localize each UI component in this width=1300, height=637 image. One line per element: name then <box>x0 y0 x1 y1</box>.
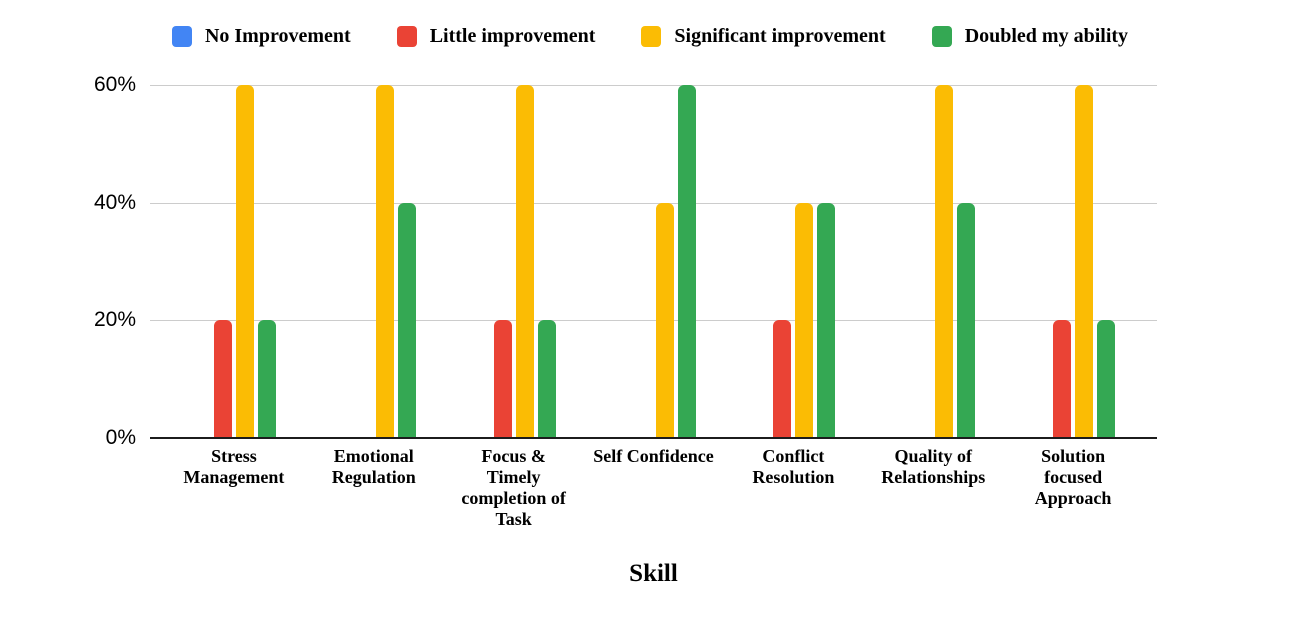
legend: No Improvement Little improvement Signific… <box>0 25 1300 48</box>
legend-label: Doubled my ability <box>964 25 1129 47</box>
gridline <box>150 85 1157 86</box>
bar-group <box>444 85 584 438</box>
category-label: Self Confidence <box>593 446 714 466</box>
category-label: Focus & Timely completion of Task <box>461 446 566 529</box>
bar <box>375 85 394 438</box>
bar-group <box>863 85 1003 438</box>
legend-swatch <box>396 26 417 47</box>
category-label: Solution focused Approach <box>1034 446 1112 508</box>
bar-groups <box>150 85 1157 438</box>
bar-group <box>584 85 724 438</box>
x-axis-line <box>150 437 1157 439</box>
legend-swatch <box>931 26 952 47</box>
gridline <box>150 202 1157 204</box>
category-label-cell: Conflict Resolution <box>723 446 863 530</box>
category-label-cell: Emotional Regulation <box>304 446 444 530</box>
category-labels: Stress Management Emotional Regulation Foc… <box>150 446 1157 530</box>
category-label: Conflict Resolution <box>752 446 835 487</box>
bar-group <box>723 85 863 438</box>
y-tick-label: 40% <box>93 190 136 214</box>
plot-area <box>150 85 1157 439</box>
legend-item: Little improvement <box>396 25 596 48</box>
bar <box>537 320 556 438</box>
legend-item: Significant improvement <box>641 25 886 48</box>
bar <box>677 85 696 438</box>
legend-label: Little improvement <box>429 25 596 47</box>
bar <box>935 85 954 438</box>
bar <box>655 202 674 438</box>
bar <box>235 85 254 438</box>
legend-item: Doubled my ability <box>931 25 1129 48</box>
bar <box>1075 85 1094 438</box>
bar <box>817 202 836 438</box>
category-label: Quality of Relationships <box>881 446 986 487</box>
bar <box>1053 320 1072 438</box>
y-tick-label: 20% <box>93 308 136 332</box>
gridline <box>150 320 1157 322</box>
bar <box>773 320 792 438</box>
category-label-cell: Self Confidence <box>584 446 724 530</box>
y-tick-label: 0% <box>105 426 136 449</box>
bar-group <box>164 85 304 438</box>
category-label: Stress Management <box>183 446 285 487</box>
legend-item: No Improvement <box>171 25 351 48</box>
y-tick-label: 60% <box>93 73 136 96</box>
bar <box>795 202 814 438</box>
category-label-cell: Focus & Timely completion of Task <box>444 446 584 530</box>
bar <box>397 202 416 438</box>
legend-swatch <box>171 26 192 47</box>
legend-label: Significant improvement <box>674 25 886 47</box>
y-axis: 0% 20% 40% 60% <box>0 73 140 449</box>
bar <box>957 202 976 438</box>
category-label-cell: Stress Management <box>164 446 304 530</box>
legend-swatch <box>641 26 662 47</box>
x-axis-title: Skill <box>629 560 678 587</box>
bar <box>213 320 232 438</box>
bar <box>515 85 534 438</box>
bar <box>1097 320 1116 438</box>
bar-group <box>304 85 444 438</box>
category-label-cell: Quality of Relationships <box>863 446 1003 530</box>
bar <box>493 320 512 438</box>
bar-group <box>1003 85 1143 438</box>
legend-label: No Improvement <box>204 25 351 47</box>
category-label-cell: Solution focused Approach <box>1003 446 1143 530</box>
bar <box>257 320 276 438</box>
category-label: Emotional Regulation <box>331 446 416 487</box>
